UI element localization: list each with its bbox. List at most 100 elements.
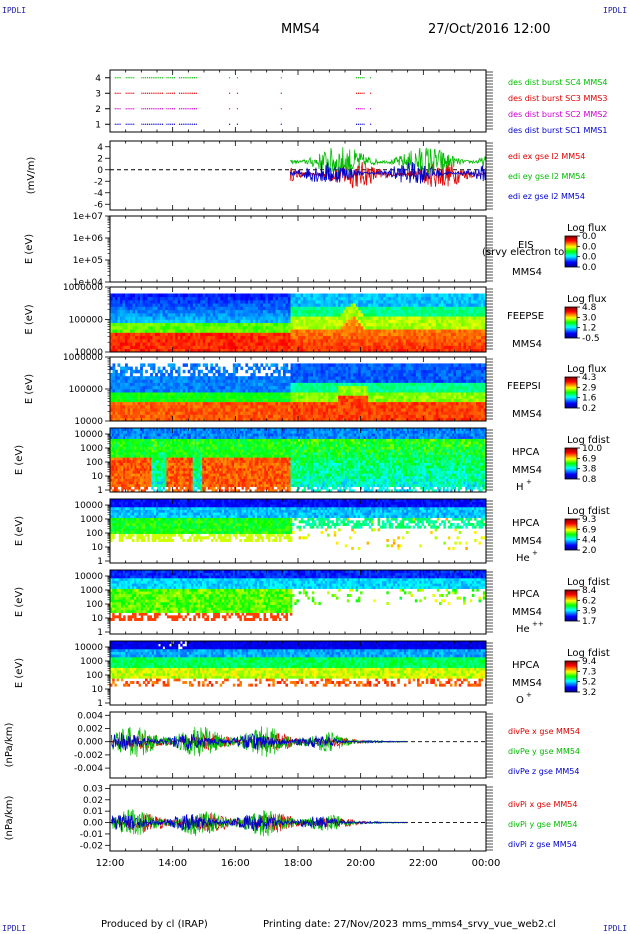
heatmap-cell [445, 342, 449, 346]
heatmap-cell [147, 339, 151, 343]
heatmap-cell [403, 303, 407, 307]
heatmap-cell [470, 319, 474, 324]
heatmap-cell [110, 411, 113, 415]
heatmap-cell [242, 345, 246, 350]
heatmap-cell [192, 398, 196, 403]
heatmap-cell [177, 389, 181, 393]
heatmap-cell [140, 373, 143, 377]
heatmap-cell [187, 385, 191, 390]
heatmap-cell [245, 313, 249, 317]
heatmap-cell [410, 300, 414, 304]
heatmap-cell [232, 329, 236, 333]
heatmap-cell [150, 363, 153, 367]
heatmap-cell [443, 306, 447, 311]
heatmap-cell [162, 417, 166, 422]
heatmap-cell [137, 345, 141, 350]
heatmap-cell [245, 316, 249, 320]
heatmap-cell [275, 293, 279, 298]
heatmap-cell [315, 373, 319, 377]
heatmap-cell [380, 326, 384, 330]
heatmap-cell [175, 382, 178, 387]
heatmap-cell [398, 339, 402, 343]
heatmap-cell [260, 329, 264, 333]
heatmap-cell [280, 335, 284, 340]
heatmap-cell [395, 322, 399, 327]
heatmap-cell [165, 322, 168, 327]
heatmap-cell [455, 306, 459, 311]
heatmap-cell [202, 342, 206, 346]
heatmap-cell [473, 303, 477, 307]
heatmap-cell [460, 300, 464, 304]
heatmap-cell [250, 335, 254, 340]
heatmap-cell [333, 306, 336, 311]
heatmap-cell [165, 382, 168, 387]
y-tick-label: 1000000 [63, 283, 103, 293]
heatmap-cell [267, 316, 271, 320]
heatmap-cell [298, 345, 301, 350]
heatmap-cell [145, 392, 148, 396]
heatmap-cell [142, 348, 146, 353]
heatmap-cell [413, 326, 417, 330]
heatmap-cell [473, 293, 477, 298]
heatmap-cell [132, 296, 136, 301]
heatmap-cell [305, 366, 309, 371]
heatmap-cell [190, 300, 194, 304]
heatmap-cell [245, 382, 249, 387]
heatmap-cell [438, 296, 442, 301]
heatmap-cell [155, 389, 158, 393]
heatmap-cell [275, 385, 279, 390]
heatmap-cell [470, 339, 474, 343]
heatmap-cell [353, 366, 356, 371]
heatmap-cell [127, 389, 131, 393]
heatmap-cell [165, 303, 168, 307]
heatmap-cell [230, 382, 234, 387]
heatmap-cell [170, 417, 173, 422]
heatmap-cell [450, 332, 454, 337]
heatmap-cell [177, 401, 181, 406]
heatmap-cell [340, 389, 344, 393]
heatmap-cell [478, 309, 482, 314]
heatmap-cell [330, 303, 334, 307]
heatmap-cell [478, 296, 482, 301]
heatmap-cell [330, 385, 334, 390]
heatmap-cell [305, 385, 309, 390]
heatmap-cell [195, 348, 199, 353]
heatmap-cell [295, 316, 299, 320]
heatmap-cell [210, 300, 214, 304]
heatmap-cell [222, 306, 226, 311]
heatmap-cell [287, 385, 291, 390]
heatmap-cell [205, 306, 209, 311]
heatmap-cell [220, 348, 224, 353]
heatmap-cell [212, 395, 216, 399]
heatmap-cell [468, 342, 472, 346]
heatmap-cell [295, 405, 299, 409]
heatmap-cell [195, 300, 199, 304]
heatmap-cell [328, 392, 331, 396]
heatmap-cell [167, 405, 171, 409]
heatmap-cell [152, 348, 156, 353]
heatmap-cell [240, 335, 244, 340]
heatmap-cell [187, 329, 191, 333]
heatmap-cell [303, 303, 306, 307]
heatmap-cell [333, 392, 336, 396]
heatmap-cell [478, 339, 482, 343]
heatmap-cell [343, 408, 346, 412]
heatmap-cell [272, 306, 276, 311]
heatmap-cell [197, 345, 201, 350]
heatmap-cell [260, 411, 264, 415]
heatmap-cell [405, 342, 409, 346]
heatmap-cell [475, 296, 479, 301]
heatmap-cell [355, 296, 359, 301]
heatmap-cell [115, 369, 118, 374]
heatmap-cell [438, 342, 442, 346]
heatmap-cell [315, 363, 319, 367]
heatmap-cell [340, 329, 344, 333]
heatmap-cell [162, 414, 166, 419]
heatmap-cell [328, 398, 331, 403]
heatmap-cell [470, 293, 474, 298]
heatmap-cell [235, 408, 239, 412]
heatmap-cell [240, 329, 244, 333]
heatmap-cell [320, 411, 324, 415]
heatmap-cell [275, 379, 279, 383]
heatmap-cell [290, 303, 294, 307]
